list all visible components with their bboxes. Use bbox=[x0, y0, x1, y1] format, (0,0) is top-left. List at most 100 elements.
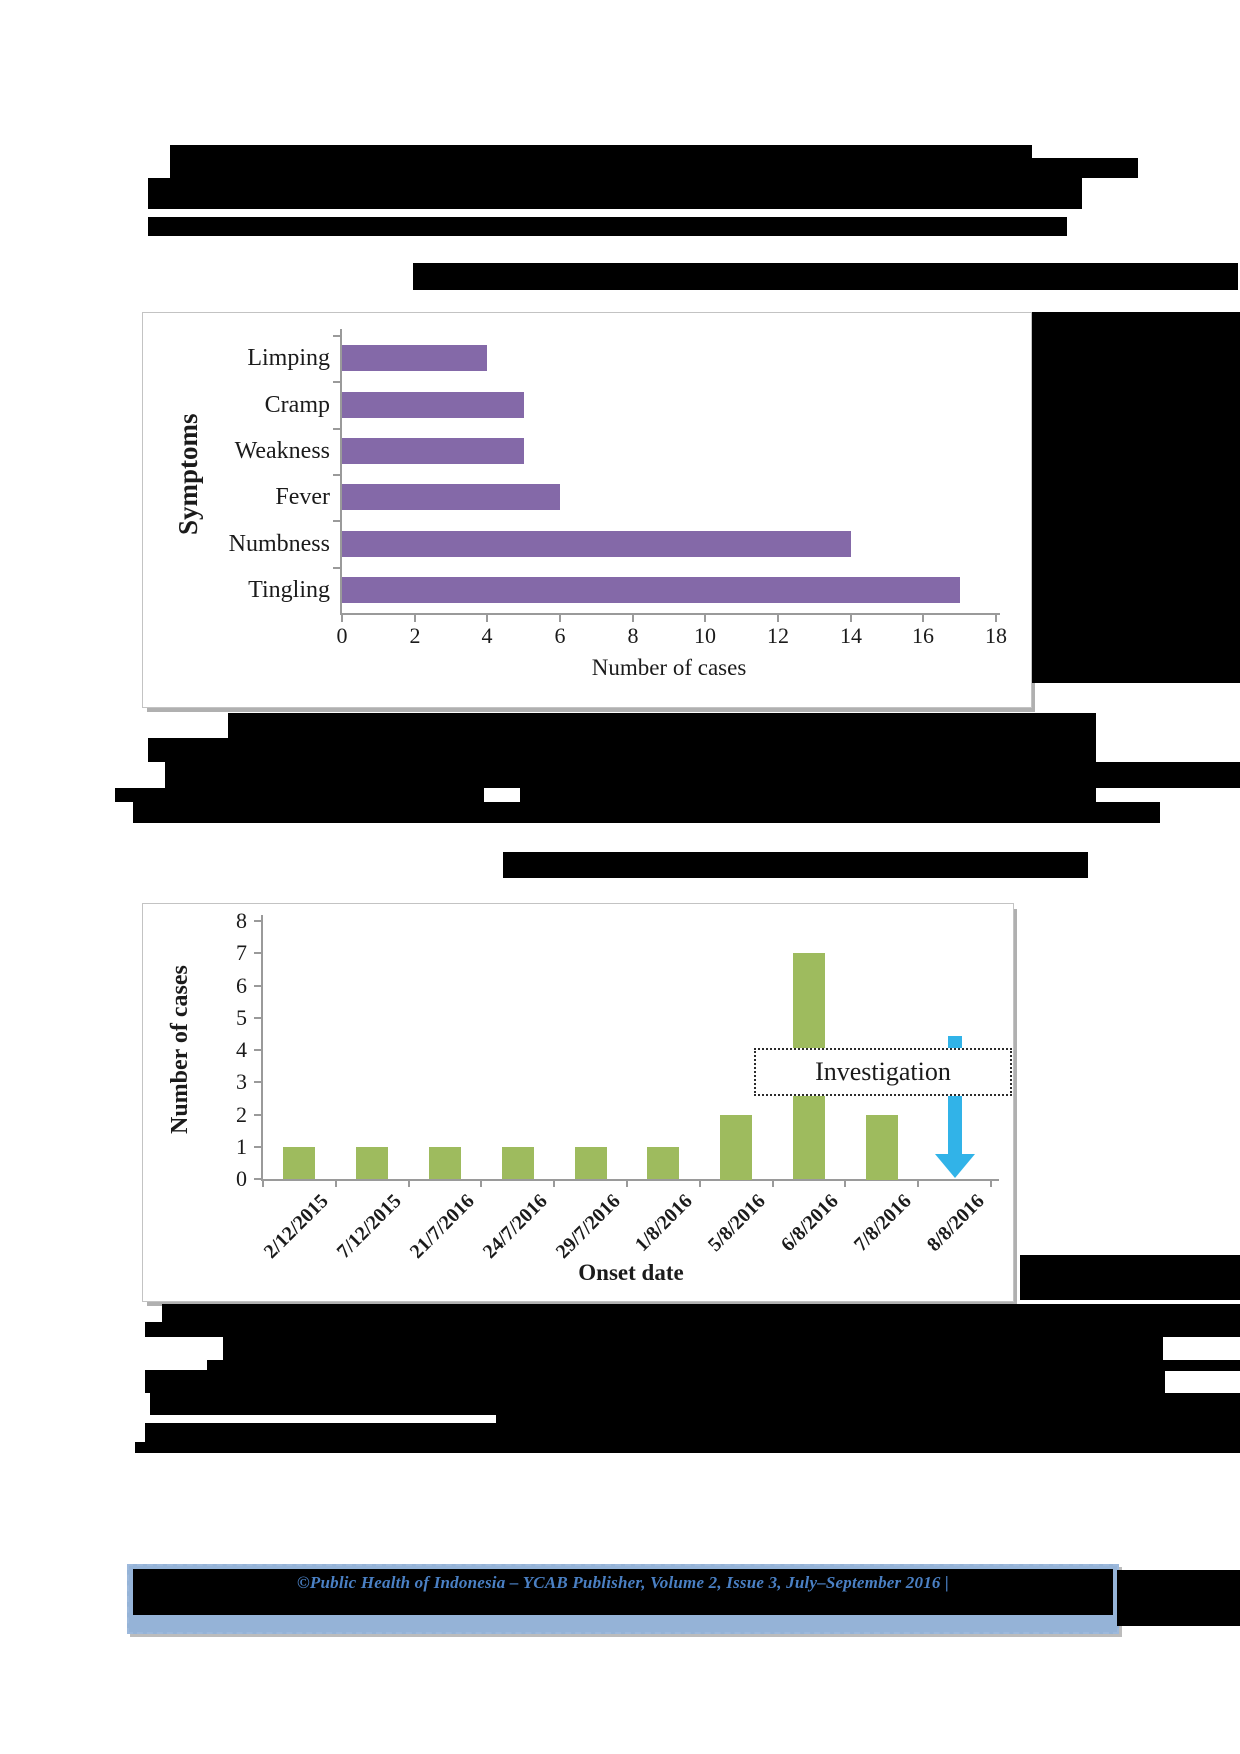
redacted-paragraph-line bbox=[145, 1423, 1240, 1442]
x-axis-line bbox=[261, 1179, 999, 1181]
x-axis-tick bbox=[262, 1181, 264, 1187]
bar-weakness bbox=[342, 438, 524, 464]
y-axis-tick bbox=[333, 381, 340, 383]
y-axis-line bbox=[261, 915, 263, 1179]
x-axis-tick bbox=[626, 1181, 628, 1187]
bar-cramp bbox=[342, 392, 524, 418]
redacted-page-number bbox=[1117, 1570, 1240, 1626]
redacted-paragraph-line bbox=[223, 1336, 1163, 1360]
x-tick-label-date: 2/12/2015 bbox=[259, 1190, 333, 1263]
x-tick-label-date: 21/7/2016 bbox=[405, 1190, 479, 1263]
redacted-paragraph-line bbox=[165, 762, 1240, 788]
x-axis-tick bbox=[699, 1181, 701, 1187]
x-tick-label: 0 bbox=[336, 623, 348, 648]
figure1-chart: Symptoms Number of cases Limping Cramp Wea… bbox=[142, 312, 1032, 708]
redacted-paragraph-line bbox=[496, 1415, 1240, 1424]
category-label-weakness: Weakness bbox=[234, 438, 330, 464]
figure1-plot: Symptoms Number of cases Limping Cramp Wea… bbox=[143, 313, 1031, 707]
x-axis-tick bbox=[777, 615, 779, 622]
figure1-y-axis-title: Symptoms bbox=[173, 413, 203, 535]
x-axis-tick bbox=[917, 1181, 919, 1187]
journal-footer-text: ©Public Health of Indonesia – YCAB Publi… bbox=[296, 1573, 949, 1592]
figure2-chart: Number of cases Onset date Investigation… bbox=[142, 903, 1014, 1302]
category-label-cramp: Cramp bbox=[264, 392, 330, 418]
bar-1/8/2016 bbox=[647, 1147, 679, 1179]
x-tick-label: 10 bbox=[694, 623, 716, 648]
figure1-x-axis-title: Number of cases bbox=[591, 655, 747, 680]
redacted-paragraph-line bbox=[115, 788, 484, 802]
redacted-paragraph-line bbox=[150, 1393, 1240, 1415]
figure2-x-axis-title: Onset date bbox=[578, 1260, 684, 1285]
figure2-plot: Number of cases Onset date Investigation… bbox=[143, 904, 1013, 1301]
y-tick-label: 3 bbox=[236, 1069, 247, 1094]
y-axis-tick bbox=[254, 1146, 261, 1148]
redacted-caption-figure2 bbox=[503, 852, 1088, 878]
x-axis-tick bbox=[850, 615, 852, 622]
x-tick-label: 12 bbox=[767, 623, 789, 648]
x-axis-tick bbox=[995, 615, 997, 622]
x-axis-tick bbox=[922, 615, 924, 622]
category-label-limping: Limping bbox=[247, 345, 330, 371]
redacted-title-line1 bbox=[170, 145, 1032, 178]
x-axis-tick bbox=[559, 615, 561, 622]
x-tick-label-date: 24/7/2016 bbox=[478, 1190, 552, 1263]
redacted-author-line bbox=[148, 217, 1067, 236]
y-axis-tick bbox=[254, 1049, 261, 1051]
bar-5/8/2016 bbox=[720, 1115, 752, 1180]
x-tick-label: 18 bbox=[985, 623, 1007, 648]
redacted-sidebar-text bbox=[1032, 312, 1240, 683]
y-tick-label: 5 bbox=[236, 1005, 247, 1030]
x-tick-label: 16 bbox=[912, 623, 934, 648]
redacted-paragraph-line bbox=[520, 788, 1096, 802]
y-axis-tick bbox=[254, 952, 261, 954]
x-tick-label-date: 7/12/2015 bbox=[332, 1190, 406, 1263]
bar-fever bbox=[342, 484, 560, 510]
bar-7/12/2015 bbox=[356, 1147, 388, 1179]
investigation-arrow-head bbox=[935, 1154, 975, 1178]
redacted-paragraph-line bbox=[145, 1370, 1165, 1393]
x-axis-tick bbox=[772, 1181, 774, 1187]
x-axis-tick bbox=[341, 615, 343, 622]
y-axis-tick bbox=[333, 335, 340, 337]
bar-2/12/2015 bbox=[283, 1147, 315, 1179]
redacted-paragraph-line bbox=[148, 738, 1096, 762]
redacted-paragraph-line bbox=[162, 1304, 1240, 1323]
y-axis-line bbox=[340, 329, 342, 613]
y-tick-label: 6 bbox=[236, 973, 247, 998]
x-axis-line bbox=[340, 613, 1000, 615]
redacted-sidebar-text bbox=[1020, 1255, 1240, 1300]
category-label-fever: Fever bbox=[275, 484, 330, 510]
x-tick-label-date: 5/8/2016 bbox=[703, 1190, 770, 1256]
x-axis-tick bbox=[990, 1181, 992, 1187]
x-axis-tick bbox=[632, 615, 634, 622]
x-tick-label: 6 bbox=[554, 623, 566, 648]
x-axis-tick bbox=[486, 615, 488, 622]
redacted-paragraph-line bbox=[133, 802, 1160, 823]
bar-7/8/2016 bbox=[866, 1115, 898, 1180]
y-tick-label: 2 bbox=[236, 1102, 247, 1127]
x-tick-label-date: 8/8/2016 bbox=[922, 1190, 989, 1256]
footer-banner: ©Public Health of Indonesia – YCAB Publi… bbox=[127, 1564, 1119, 1634]
x-tick-label: 4 bbox=[481, 623, 493, 648]
y-axis-tick bbox=[254, 985, 261, 987]
y-axis-tick bbox=[254, 1017, 261, 1019]
bar-numbness bbox=[342, 531, 851, 557]
y-axis-tick bbox=[254, 1114, 261, 1116]
x-axis-tick bbox=[844, 1181, 846, 1187]
x-axis-tick bbox=[553, 1181, 555, 1187]
bar-tingling bbox=[342, 577, 960, 603]
x-tick-label-date: 29/7/2016 bbox=[551, 1190, 625, 1263]
x-axis-tick bbox=[704, 615, 706, 622]
y-axis-tick bbox=[254, 920, 261, 922]
redacted-title-line1-tail bbox=[1032, 158, 1138, 178]
y-axis-tick bbox=[333, 520, 340, 522]
y-axis-tick bbox=[254, 1081, 261, 1083]
bar-21/7/2016 bbox=[429, 1147, 461, 1179]
y-axis-tick bbox=[333, 474, 340, 476]
redacted-paragraph-line bbox=[228, 713, 1096, 738]
y-tick-label: 4 bbox=[236, 1037, 247, 1062]
x-axis-tick bbox=[335, 1181, 337, 1187]
redacted-paragraph-line bbox=[135, 1442, 1240, 1453]
x-axis-tick bbox=[408, 1181, 410, 1187]
bar-29/7/2016 bbox=[575, 1147, 607, 1179]
